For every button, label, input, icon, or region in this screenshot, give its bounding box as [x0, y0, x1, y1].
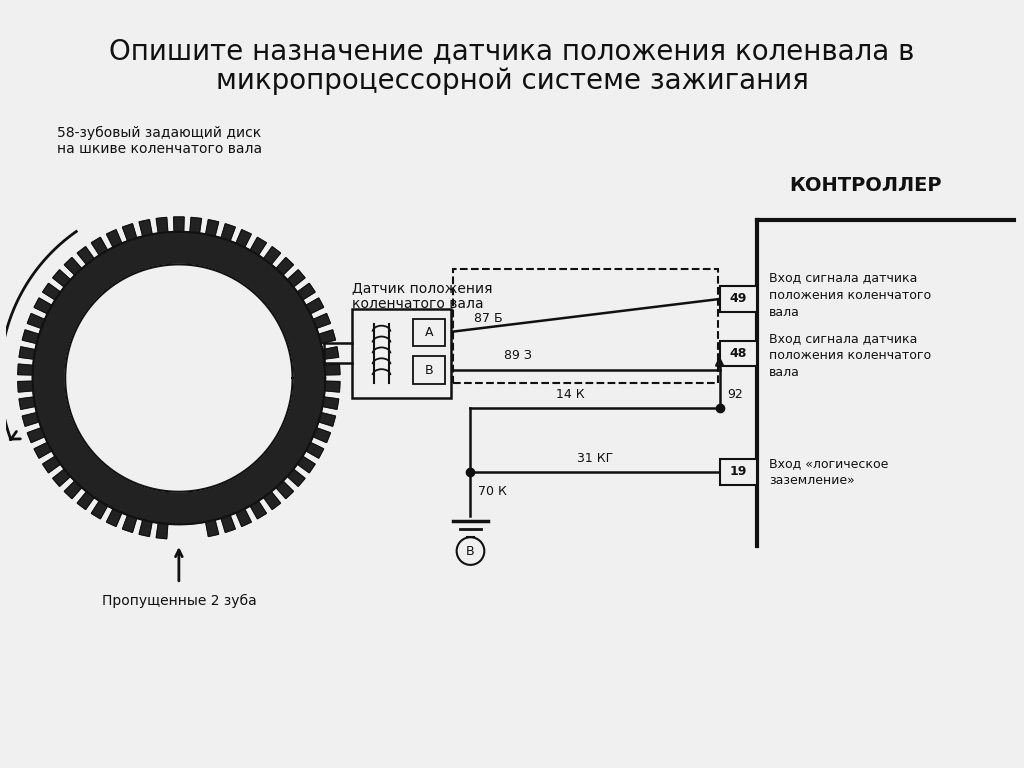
Polygon shape — [276, 257, 294, 275]
Polygon shape — [250, 501, 266, 518]
Text: 92: 92 — [727, 388, 743, 401]
Polygon shape — [77, 247, 94, 264]
Polygon shape — [157, 217, 168, 233]
Text: КОНТРОЛЛЕР: КОНТРОЛЛЕР — [790, 176, 942, 195]
Polygon shape — [306, 442, 324, 458]
Text: Вход сигнала датчика
положения коленчатого
вала: Вход сигнала датчика положения коленчато… — [769, 272, 931, 319]
Polygon shape — [91, 501, 108, 518]
Polygon shape — [53, 469, 71, 486]
Polygon shape — [236, 508, 251, 526]
Polygon shape — [33, 232, 326, 525]
Text: Опишите назначение датчика положения коленвала в: Опишите назначение датчика положения кол… — [110, 37, 914, 65]
Bar — [413, 356, 444, 384]
Polygon shape — [297, 456, 315, 473]
Polygon shape — [323, 347, 339, 359]
Text: Пропущенные 2 зуба: Пропущенные 2 зуба — [101, 594, 256, 607]
Polygon shape — [263, 247, 281, 264]
Text: 49: 49 — [730, 293, 748, 306]
Bar — [352, 309, 451, 398]
Polygon shape — [174, 217, 184, 232]
Polygon shape — [263, 492, 281, 509]
Polygon shape — [17, 364, 33, 375]
Polygon shape — [288, 270, 305, 287]
Polygon shape — [28, 428, 45, 442]
Polygon shape — [123, 223, 136, 241]
Polygon shape — [65, 481, 82, 498]
Polygon shape — [106, 508, 122, 526]
Polygon shape — [190, 217, 202, 233]
Text: 31 КГ: 31 КГ — [577, 452, 613, 465]
Bar — [413, 319, 444, 346]
Polygon shape — [77, 492, 94, 509]
Bar — [720, 340, 757, 366]
Polygon shape — [323, 397, 339, 409]
Text: В: В — [466, 545, 475, 558]
Text: 48: 48 — [730, 347, 748, 360]
Polygon shape — [53, 270, 71, 287]
Polygon shape — [23, 330, 39, 343]
Polygon shape — [206, 520, 218, 537]
Polygon shape — [43, 456, 60, 473]
Polygon shape — [139, 220, 153, 237]
Text: Вход «логическое
заземление»: Вход «логическое заземление» — [769, 457, 889, 487]
Polygon shape — [236, 230, 251, 247]
Polygon shape — [306, 298, 324, 314]
Bar — [720, 459, 757, 485]
Polygon shape — [139, 520, 153, 537]
Polygon shape — [221, 515, 236, 532]
Polygon shape — [19, 397, 36, 409]
Text: микропроцессорной системе зажигания: микропроцессорной системе зажигания — [216, 67, 808, 94]
Polygon shape — [221, 223, 236, 241]
Text: 87 Б: 87 Б — [474, 312, 503, 325]
Polygon shape — [34, 442, 52, 458]
Polygon shape — [28, 313, 45, 329]
Polygon shape — [65, 257, 82, 275]
Polygon shape — [19, 347, 36, 359]
Text: В: В — [425, 364, 433, 376]
Polygon shape — [66, 264, 293, 492]
Polygon shape — [17, 381, 33, 392]
Polygon shape — [106, 230, 122, 247]
Polygon shape — [206, 220, 218, 237]
Polygon shape — [325, 364, 340, 375]
Polygon shape — [23, 412, 39, 426]
Polygon shape — [34, 298, 52, 314]
Polygon shape — [157, 523, 168, 538]
Polygon shape — [318, 412, 336, 426]
Text: 58-зубовый задающий диск
на шкиве коленчатого вала: 58-зубовый задающий диск на шкиве коленч… — [57, 126, 262, 157]
Polygon shape — [66, 264, 293, 492]
Polygon shape — [288, 469, 305, 486]
Polygon shape — [297, 283, 315, 300]
Text: Вход сигнала датчика
положения коленчатого
вала: Вход сигнала датчика положения коленчато… — [769, 332, 931, 379]
Text: 14 К: 14 К — [556, 388, 585, 401]
Polygon shape — [43, 283, 60, 300]
Polygon shape — [276, 481, 294, 498]
Text: 19: 19 — [730, 465, 748, 478]
Polygon shape — [325, 381, 340, 392]
Bar — [720, 286, 757, 312]
Text: 89 З: 89 З — [504, 349, 531, 362]
Polygon shape — [313, 313, 331, 329]
Polygon shape — [313, 428, 331, 442]
Polygon shape — [123, 515, 136, 532]
Text: 70 К: 70 К — [478, 485, 507, 498]
Polygon shape — [250, 237, 266, 255]
Bar — [453, 270, 718, 383]
Polygon shape — [318, 330, 336, 343]
Polygon shape — [91, 237, 108, 255]
Text: Датчик положения
коленчатого вала: Датчик положения коленчатого вала — [352, 281, 493, 311]
Text: А: А — [425, 326, 433, 339]
